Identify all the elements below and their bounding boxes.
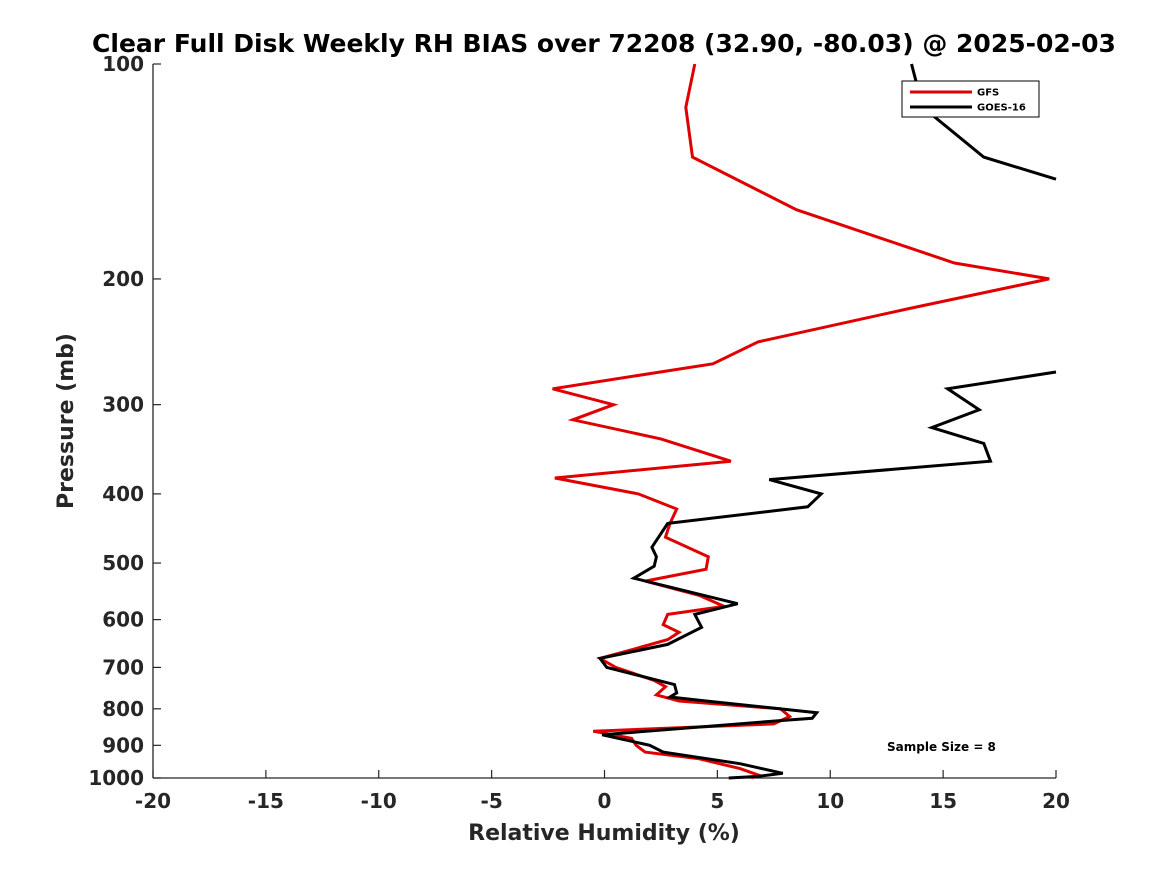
y-tick-label: 300 (102, 393, 144, 417)
plot-frame (153, 64, 1056, 778)
x-tick-label: 20 (1042, 789, 1070, 813)
legend-box (901, 80, 1040, 118)
legend-label: GOES-16 (977, 103, 1026, 114)
x-tick-label: -5 (481, 789, 503, 813)
x-axis-label: Relative Humidity (%) (468, 821, 740, 846)
y-tick-label: 900 (102, 733, 144, 757)
y-tick-label: 800 (102, 697, 144, 721)
x-tick-label: -15 (248, 789, 284, 813)
y-tick-label: 700 (102, 655, 144, 679)
x-tick-label: 5 (710, 789, 724, 813)
y-tick-label: 400 (102, 482, 144, 506)
y-axis-label: Pressure (mb) (54, 333, 79, 509)
chart-title: Clear Full Disk Weekly RH BIAS over 7220… (92, 29, 1116, 58)
x-tick-label: -20 (135, 789, 171, 813)
plot-area: -20 -15 -10 -5 0 5 10 15 20 100 200 300 400 500 600 70… (88, 52, 1070, 813)
y-tick-label: 100 (102, 52, 144, 76)
y-ticks: 100 200 300 400 500 600 700 800 900 1000 (88, 52, 161, 790)
x-tick-label: 15 (929, 789, 957, 813)
x-ticks: -20 -15 -10 -5 0 5 10 15 20 (135, 770, 1070, 813)
y-tick-label: 500 (102, 551, 144, 575)
sample-size-annotation: Sample Size = 8 (887, 740, 996, 754)
y-tick-label: 1000 (88, 766, 144, 790)
legend: GFS GOES-16 (901, 80, 1040, 118)
y-tick-label: 200 (102, 267, 144, 291)
legend-label: GFS (977, 88, 999, 99)
x-tick-label: -10 (361, 789, 397, 813)
x-tick-label: 10 (816, 789, 844, 813)
y-tick-label: 600 (102, 608, 144, 632)
x-tick-label: 0 (598, 789, 612, 813)
